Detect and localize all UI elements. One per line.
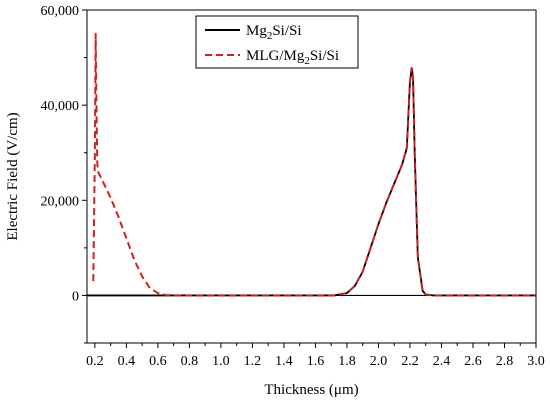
x-tick-label: 1.4 xyxy=(275,354,293,369)
y-tick-label: 60,000 xyxy=(41,4,80,19)
x-tick-label: 2.0 xyxy=(370,354,388,369)
legend-entry-label: Mg2Si/Si xyxy=(246,23,302,42)
series-mg2si-si-line xyxy=(87,68,536,297)
x-tick-label: 2.8 xyxy=(496,354,514,369)
x-tick-label: 2.2 xyxy=(401,354,419,369)
series-layer xyxy=(87,32,536,297)
y-axis-label: Electric Field (V/cm) xyxy=(5,112,21,240)
x-tick-label: 0.2 xyxy=(86,354,104,369)
x-tick-label: 0.8 xyxy=(181,354,199,369)
legend: Mg2Si/Si MLG/Mg2Si/Si xyxy=(195,15,359,69)
x-tick-label: 1.2 xyxy=(244,354,262,369)
x-tick-label: 1.0 xyxy=(212,354,230,369)
x-axis-ticks: 0.2 0.4 0.6 0.8 1.0 1.2 1.4 1.6 1.8 2.0 2.2 2.4 2.6 2… xyxy=(86,343,545,369)
x-tick-label: 0.6 xyxy=(149,354,167,369)
plot-frame xyxy=(86,9,537,344)
y-tick-label: 20,000 xyxy=(41,194,80,209)
x-tick-label: 1.8 xyxy=(338,354,356,369)
x-tick-label: 0.4 xyxy=(118,354,136,369)
x-axis-label: Thickness (μm) xyxy=(264,382,358,398)
series-mlg-mg2si-si-line xyxy=(92,32,536,297)
y-axis-ticks: 0 20,000 40,000 60,000 xyxy=(41,4,87,344)
y-tick-label: 40,000 xyxy=(41,99,80,114)
x-tick-label: 2.6 xyxy=(464,354,482,369)
legend-entry-label: MLG/Mg2Si/Si xyxy=(246,48,339,67)
x-tick-label: 2.4 xyxy=(433,354,451,369)
legend-box xyxy=(195,15,359,69)
y-tick-label: 0 xyxy=(72,289,79,304)
x-tick-label: 1.6 xyxy=(307,354,325,369)
x-tick-label: 3.0 xyxy=(527,354,545,369)
